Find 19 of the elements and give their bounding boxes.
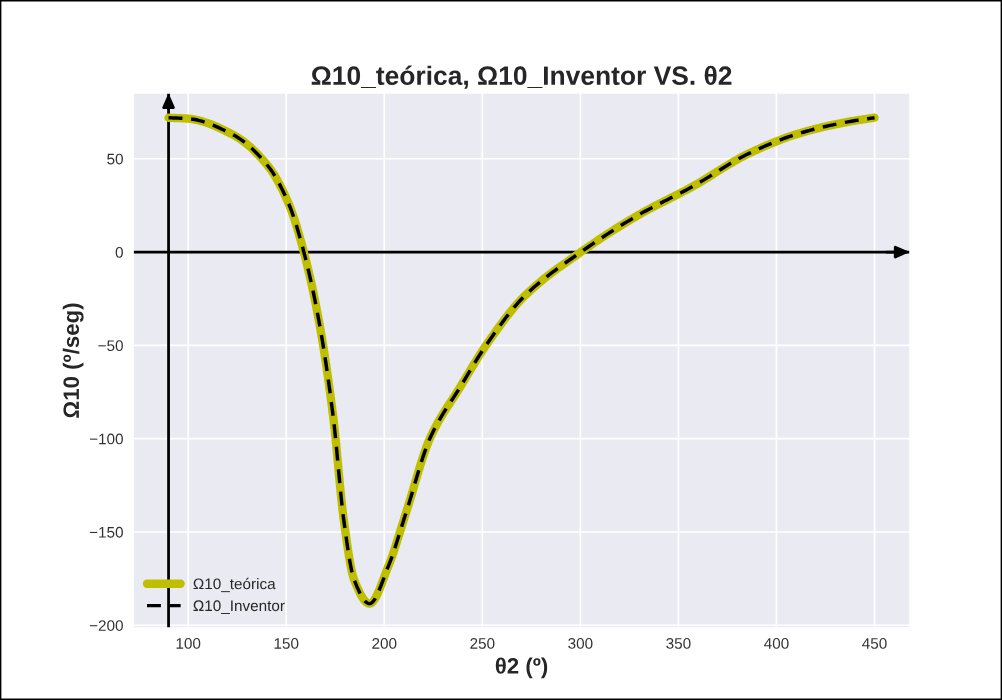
- x-tick-label: 350: [666, 638, 691, 649]
- y-axis-title: Ω10 (º/seg): [62, 303, 84, 418]
- y-tick-label: −150: [89, 526, 123, 538]
- x-tick-label: 200: [372, 638, 397, 649]
- x-tick-label: 450: [862, 638, 887, 649]
- x-tick-label: 300: [568, 638, 593, 649]
- x-tick-label: 100: [176, 638, 201, 649]
- chart-title: Ω10_teórica, Ω10_Inventor VS. θ2: [311, 65, 732, 89]
- x-tick-label: 150: [274, 638, 299, 649]
- x-tick-label: 400: [764, 638, 789, 649]
- legend-label: Ω10_Inventor: [193, 600, 285, 615]
- legend-label: Ω10_teórica: [193, 577, 276, 593]
- x-axis-title: θ2 (º): [495, 657, 548, 679]
- y-tick-label: −200: [89, 620, 123, 631]
- y-tick-label: 0: [115, 246, 123, 258]
- y-tick-label: −100: [89, 433, 123, 445]
- x-tick-label: 250: [470, 638, 495, 649]
- y-tick-label: −50: [98, 340, 123, 352]
- y-tick-label: 50: [107, 153, 123, 165]
